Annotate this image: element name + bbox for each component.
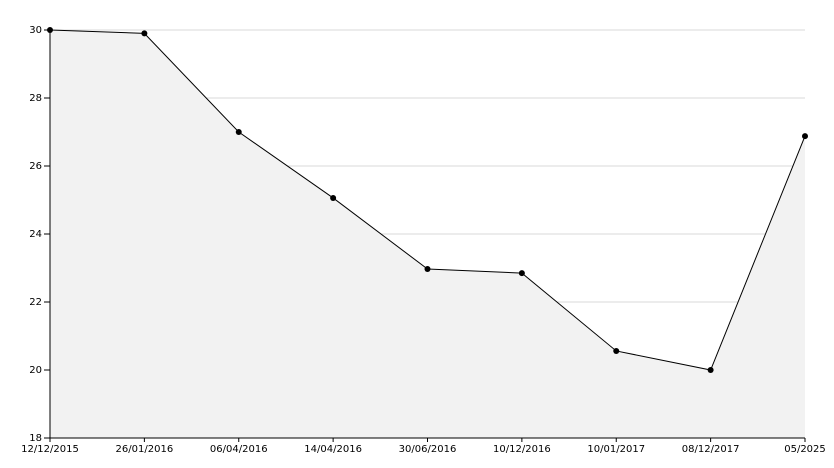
y-tick-label: 20 (29, 365, 42, 376)
point (424, 266, 431, 273)
point (613, 347, 620, 354)
x-tick-label: 06/04/2016 (210, 444, 268, 455)
y-tick-label: 30 (29, 25, 42, 36)
point (235, 129, 242, 135)
point (518, 270, 525, 277)
point (707, 367, 714, 373)
point (141, 30, 148, 37)
point (802, 133, 808, 140)
point (330, 194, 337, 201)
y-tick-label: 26 (29, 161, 42, 172)
y-tick-label: 18 (29, 433, 42, 444)
x-tick-label: 30/06/2016 (399, 444, 457, 455)
x-tick-label: 12/12/2015 (21, 444, 79, 455)
x-tick-label: 14/04/2016 (304, 444, 362, 455)
x-tick-label: 08/12/2017 (682, 444, 740, 455)
x-tick-label: 05/2025 (784, 444, 826, 455)
y-tick-label: 22 (29, 297, 42, 308)
x-tick-label: 26/01/2016 (116, 444, 174, 455)
x-tick-label: 10/01/2017 (587, 444, 645, 455)
x-tick-label: 10/12/2016 (493, 444, 551, 455)
y-tick-label: 24 (29, 229, 42, 240)
y-tick-label: 28 (29, 93, 42, 104)
